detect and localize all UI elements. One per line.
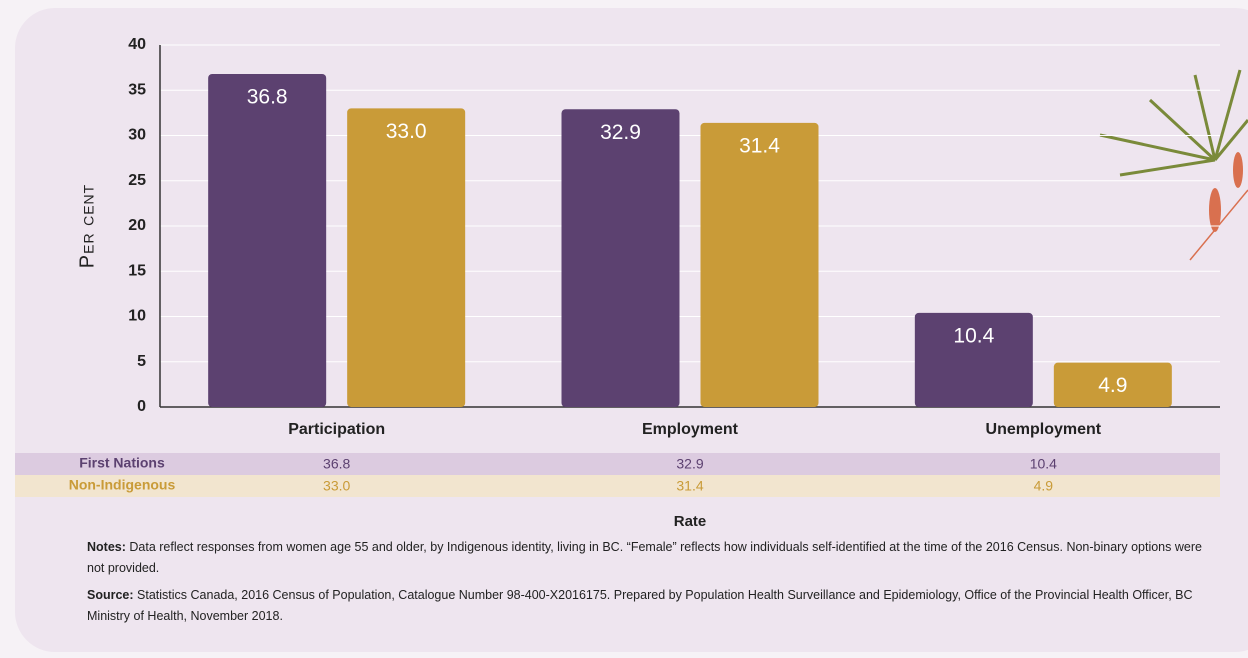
bar (208, 73, 327, 408)
source: Source: Statistics Canada, 2016 Census o… (87, 585, 1207, 627)
notes-label: Notes: (87, 540, 126, 554)
x-axis-label: Rate (674, 513, 707, 530)
x-tick-label: Unemployment (986, 421, 1102, 438)
notes-text: Data reflect responses from women age 55… (87, 540, 1202, 575)
table-row (15, 475, 1220, 497)
bar (1053, 362, 1172, 407)
y-tick-label: 35 (128, 81, 146, 98)
table-cell: 36.8 (323, 456, 350, 472)
x-tick-label: Employment (642, 421, 739, 438)
bar (561, 109, 680, 407)
y-tick-label: 25 (128, 172, 146, 189)
source-text: Statistics Canada, 2016 Census of Popula… (87, 588, 1193, 623)
y-tick-label: 15 (128, 262, 146, 279)
y-tick-label: 30 (128, 127, 146, 144)
value-label: 32.9 (600, 121, 641, 144)
value-label: 36.8 (247, 86, 288, 109)
notes: Notes: Data reflect responses from women… (87, 537, 1207, 579)
y-tick-label: 0 (137, 398, 146, 415)
y-tick-label: 5 (137, 353, 146, 370)
bar (914, 312, 1033, 407)
table-cell: 32.9 (676, 456, 703, 472)
source-label: Source: (87, 588, 134, 602)
value-label: 33.0 (386, 120, 427, 143)
value-label: 10.4 (953, 324, 994, 347)
table-cell: 4.9 (1034, 478, 1054, 494)
table-row (15, 453, 1220, 475)
value-label: 31.4 (739, 134, 780, 157)
table-row-label: Non-Indigenous (69, 477, 176, 493)
y-tick-label: 40 (128, 36, 146, 53)
table-row-label: First Nations (79, 455, 165, 471)
decoration (1099, 69, 1248, 261)
y-axis-label: Per cent (76, 184, 98, 268)
bar (700, 122, 819, 407)
table-cell: 10.4 (1030, 456, 1057, 472)
y-tick-label: 20 (128, 217, 146, 234)
bar (347, 108, 466, 407)
value-label: 4.9 (1098, 374, 1127, 397)
table-cell: 33.0 (323, 478, 350, 494)
y-tick-label: 10 (128, 308, 146, 325)
x-tick-label: Participation (288, 421, 385, 438)
table-cell: 31.4 (676, 478, 703, 494)
